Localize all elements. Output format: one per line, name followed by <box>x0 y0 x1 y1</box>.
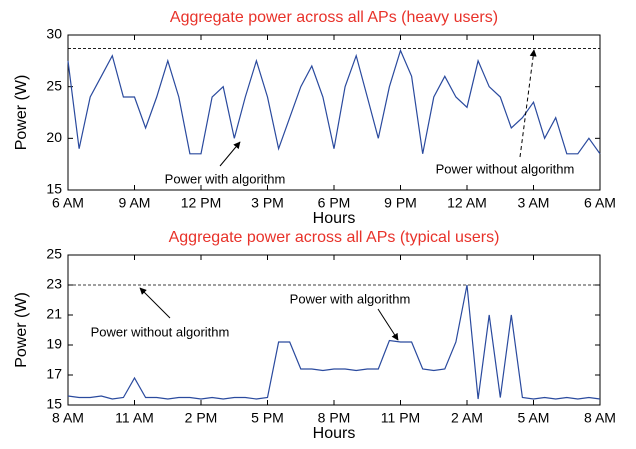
annotation-arrow <box>139 287 171 319</box>
x-tick-label: 8 AM <box>584 410 616 426</box>
chart-title: Aggregate power across all APs (heavy us… <box>170 9 498 26</box>
x-tick-label: 11 AM <box>115 410 154 426</box>
y-axis-label: Power (W) <box>13 292 30 368</box>
x-tick-label: 2 AM <box>451 410 483 426</box>
x-tick-label: 11 PM <box>381 410 420 426</box>
x-tick-label: 2 PM <box>185 410 218 426</box>
x-tick-label: 3 AM <box>518 195 550 211</box>
x-tick-label: 9 PM <box>384 195 417 211</box>
power-line <box>67 48 601 155</box>
x-tick-label: 5 PM <box>251 410 284 426</box>
x-tick-label: 8 PM <box>318 410 351 426</box>
y-tick-label: 25 <box>46 246 62 262</box>
x-tick-label: 12 PM <box>181 195 221 211</box>
x-tick-label: 5 AM <box>518 410 550 426</box>
chart-title: Aggregate power across all APs (typical … <box>169 229 500 246</box>
y-tick-label: 30 <box>46 26 62 42</box>
power-line <box>67 284 601 400</box>
annotation-arrow <box>519 49 537 158</box>
annotation: Power with algorithm <box>165 171 286 186</box>
annotation: Power with algorithm <box>290 291 411 306</box>
x-tick-label: 6 AM <box>52 195 84 211</box>
y-tick-label: 21 <box>46 306 62 322</box>
y-tick-label: 15 <box>46 181 62 197</box>
x-tick-label: 12 AM <box>447 195 487 211</box>
x-tick-label: 3 PM <box>251 195 284 211</box>
y-tick-label: 25 <box>46 77 62 93</box>
annotation-arrow <box>219 141 241 167</box>
x-tick-label: 6 PM <box>318 195 351 211</box>
y-tick-label: 20 <box>46 129 62 145</box>
annotation: Power without algorithm <box>436 161 575 176</box>
annotation: Power without algorithm <box>91 324 230 339</box>
x-tick-label: 6 AM <box>584 195 616 211</box>
x-axis-label: Hours <box>313 425 356 442</box>
x-tick-label: 9 AM <box>119 195 151 211</box>
y-tick-label: 23 <box>46 276 62 292</box>
x-axis-label: Hours <box>313 210 356 227</box>
y-tick-label: 15 <box>46 396 62 412</box>
y-tick-label: 19 <box>46 336 62 352</box>
x-tick-label: 8 AM <box>52 410 84 426</box>
y-axis-label: Power (W) <box>13 75 30 151</box>
annotation-arrow <box>377 308 399 341</box>
y-tick-label: 17 <box>46 366 62 382</box>
